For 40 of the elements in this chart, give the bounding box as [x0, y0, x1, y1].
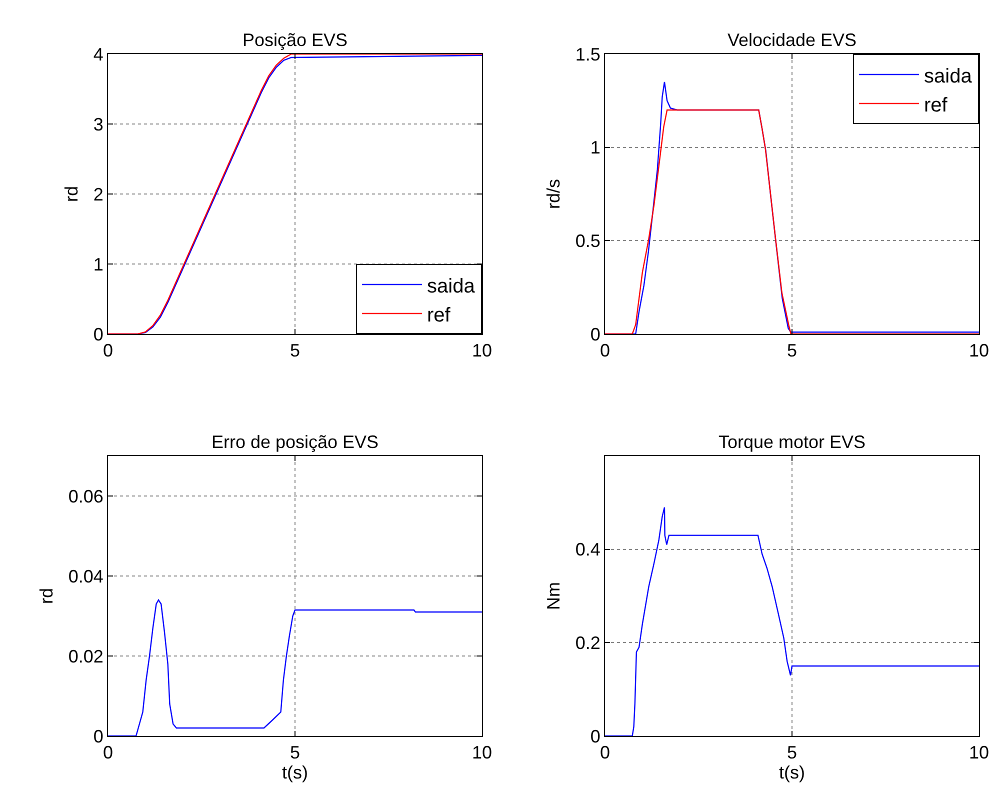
- line-series: [605, 506, 979, 736]
- legend-label: ref: [427, 304, 451, 326]
- y-axis-title: rd/s: [544, 178, 564, 210]
- x-tick-label: 5: [290, 742, 300, 763]
- y-tick-label: 0.5: [575, 230, 600, 251]
- line-series: [108, 599, 482, 736]
- y-tick-label: 0.06: [68, 486, 104, 506]
- chart-title: Velocidade EVS: [727, 30, 857, 50]
- y-tick-label: 1.5: [575, 44, 600, 64]
- y-tick-label: 0.02: [68, 646, 104, 666]
- y-tick-label: 3: [93, 114, 104, 134]
- x-tick-label: 5: [786, 340, 798, 361]
- x-tick-label: 5: [290, 340, 300, 361]
- x-tick-label: 10: [968, 340, 990, 361]
- legend-label: saida: [427, 275, 476, 298]
- y-tick-label: 1: [590, 138, 600, 158]
- y-axis-title: rd: [36, 588, 57, 604]
- x-tick-label: 10: [472, 340, 492, 361]
- y-tick-label: 1: [93, 254, 104, 274]
- chart-title: Erro de posição EVS: [211, 432, 379, 452]
- y-tick-label: 4: [93, 44, 104, 64]
- y-tick-label: 0: [93, 726, 104, 746]
- y-tick-label: 0.4: [575, 540, 600, 560]
- chart-title: Posição EVS: [242, 30, 348, 50]
- y-axis-title: rd: [62, 186, 82, 202]
- y-tick-label: 2: [93, 184, 104, 204]
- y-tick-label: 0.2: [575, 632, 600, 653]
- x-tick-label: 10: [472, 742, 492, 763]
- x-axis-title: t(s): [282, 762, 308, 783]
- x-tick-label: 5: [786, 742, 798, 763]
- legend-label: saida: [924, 65, 973, 88]
- y-tick-label: 0: [590, 324, 600, 344]
- x-axis-title: t(s): [779, 762, 805, 783]
- legend-label: ref: [924, 94, 948, 116]
- y-tick-label: 0: [590, 726, 600, 746]
- y-tick-label: 0.04: [68, 566, 104, 586]
- y-axis-title: Nm: [544, 582, 564, 610]
- chart-title: Torque motor EVS: [718, 432, 866, 452]
- y-tick-label: 0: [93, 324, 104, 344]
- x-tick-label: 10: [968, 742, 990, 763]
